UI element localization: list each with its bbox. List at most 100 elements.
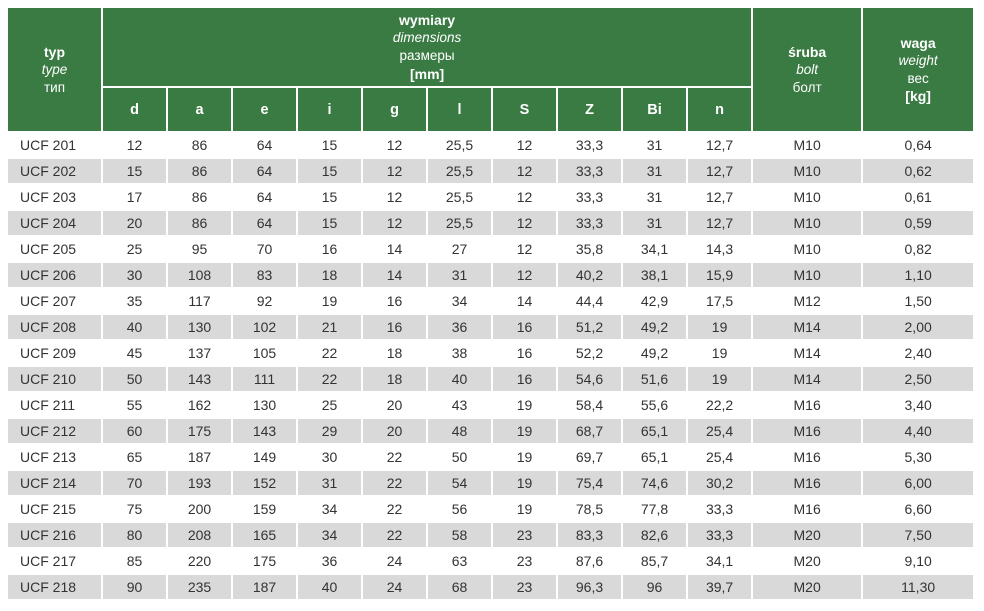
- col-header-g: g: [363, 88, 426, 131]
- cell-weight: 0,59: [863, 211, 974, 235]
- header-group-row: typ type тип wymiary dimensions размеры …: [8, 8, 974, 131]
- dimensions-label-en: dimensions: [392, 30, 462, 46]
- table-row: UCF 208 40 130 102 21 16 36 16 51,2 49,2 19 M14 2,00: [8, 315, 974, 339]
- cell-a: 162: [168, 393, 231, 417]
- cell-Z: 78,5: [558, 497, 621, 521]
- cell-Bi: 31: [623, 211, 686, 235]
- cell-S: 19: [493, 393, 556, 417]
- cell-n: 14,3: [688, 237, 752, 261]
- cell-e: 143: [233, 419, 296, 443]
- table-row: UCF 210 50 143 111 22 18 40 16 54,6 51,6 19 M14 2,50: [8, 367, 974, 391]
- cell-d: 90: [103, 575, 166, 599]
- table-row: UCF 203 17 86 64 15 12 25,5 12 33,3 31 12,7 M10 0,61: [8, 185, 974, 209]
- cell-g: 24: [363, 575, 426, 599]
- col-header-weight: waga weight вес [kg]: [863, 8, 974, 131]
- cell-a: 86: [168, 185, 231, 209]
- type-label-en: type: [41, 62, 68, 78]
- cell-type: UCF 206: [8, 263, 101, 287]
- cell-Bi: 82,6: [623, 523, 686, 547]
- cell-weight: 6,60: [863, 497, 974, 521]
- cell-g: 22: [363, 523, 426, 547]
- cell-n: 34,1: [688, 549, 752, 573]
- header-sub-row: d a e i g l S Z Bi n: [8, 88, 973, 131]
- cell-type: UCF 213: [8, 445, 101, 469]
- cell-e: 159: [233, 497, 296, 521]
- cell-n: 17,5: [688, 289, 752, 313]
- cell-l: 38: [428, 341, 491, 365]
- weight-label-en: weight: [898, 52, 938, 68]
- cell-Z: 58,4: [558, 393, 621, 417]
- cell-a: 187: [168, 445, 231, 469]
- cell-S: 14: [493, 289, 556, 313]
- cell-Bi: 38,1: [623, 263, 686, 287]
- cell-l: 36: [428, 315, 491, 339]
- cell-S: 12: [493, 185, 556, 209]
- cell-d: 50: [103, 367, 166, 391]
- cell-i: 29: [298, 419, 361, 443]
- cell-l: 25,5: [428, 185, 491, 209]
- table-body: UCF 201 12 86 64 15 12 25,5 12 33,3 31 12,7 M10 0,64…: [8, 133, 974, 599]
- table-header: typ type тип wymiary dimensions размеры …: [8, 8, 974, 131]
- cell-i: 34: [298, 523, 361, 547]
- cell-l: 50: [428, 445, 491, 469]
- cell-g: 22: [363, 471, 426, 495]
- cell-e: 64: [233, 211, 296, 235]
- table-row: UCF 202 15 86 64 15 12 25,5 12 33,3 31 12,7 M10 0,62: [8, 159, 974, 183]
- cell-a: 86: [168, 159, 231, 183]
- col-header-e: e: [233, 88, 296, 131]
- cell-Z: 69,7: [558, 445, 621, 469]
- cell-d: 40: [103, 315, 166, 339]
- cell-S: 12: [493, 133, 556, 157]
- col-header-Bi: Bi: [623, 88, 686, 131]
- cell-e: 70: [233, 237, 296, 261]
- cell-g: 14: [363, 263, 426, 287]
- cell-g: 12: [363, 159, 426, 183]
- table-row: UCF 211 55 162 130 25 20 43 19 58,4 55,6 22,2 M16 3,…: [8, 393, 974, 417]
- cell-i: 22: [298, 367, 361, 391]
- weight-label-ru: вес: [907, 70, 929, 86]
- cell-l: 25,5: [428, 159, 491, 183]
- cell-S: 19: [493, 497, 556, 521]
- cell-Bi: 31: [623, 185, 686, 209]
- cell-g: 16: [363, 289, 426, 313]
- cell-weight: 5,30: [863, 445, 974, 469]
- cell-i: 34: [298, 497, 361, 521]
- cell-i: 15: [298, 211, 361, 235]
- cell-Bi: 51,6: [623, 367, 686, 391]
- col-header-S: S: [493, 88, 556, 131]
- cell-Z: 33,3: [558, 211, 621, 235]
- type-label-ru: тип: [43, 79, 66, 95]
- cell-weight: 0,82: [863, 237, 974, 261]
- cell-i: 31: [298, 471, 361, 495]
- cell-l: 58: [428, 523, 491, 547]
- cell-Z: 40,2: [558, 263, 621, 287]
- cell-e: 105: [233, 341, 296, 365]
- cell-type: UCF 203: [8, 185, 101, 209]
- cell-bolt: M20: [753, 575, 862, 599]
- cell-Z: 33,3: [558, 159, 621, 183]
- cell-n: 19: [688, 367, 752, 391]
- cell-l: 25,5: [428, 133, 491, 157]
- table-row: UCF 209 45 137 105 22 18 38 16 52,2 49,2 19 M14 2,40: [8, 341, 974, 365]
- cell-S: 12: [493, 159, 556, 183]
- cell-bolt: M12: [753, 289, 862, 313]
- cell-g: 20: [363, 393, 426, 417]
- cell-weight: 0,62: [863, 159, 974, 183]
- cell-d: 12: [103, 133, 166, 157]
- cell-Bi: 31: [623, 159, 686, 183]
- cell-Z: 96,3: [558, 575, 621, 599]
- cell-Bi: 31: [623, 133, 686, 157]
- cell-bolt: M10: [753, 263, 862, 287]
- cell-d: 60: [103, 419, 166, 443]
- cell-type: UCF 217: [8, 549, 101, 573]
- cell-weight: 7,50: [863, 523, 974, 547]
- cell-Bi: 96: [623, 575, 686, 599]
- cell-l: 31: [428, 263, 491, 287]
- cell-d: 55: [103, 393, 166, 417]
- cell-Z: 35,8: [558, 237, 621, 261]
- cell-g: 16: [363, 315, 426, 339]
- cell-n: 25,4: [688, 419, 752, 443]
- cell-g: 20: [363, 419, 426, 443]
- cell-bolt: M14: [753, 341, 862, 365]
- cell-bolt: M14: [753, 367, 862, 391]
